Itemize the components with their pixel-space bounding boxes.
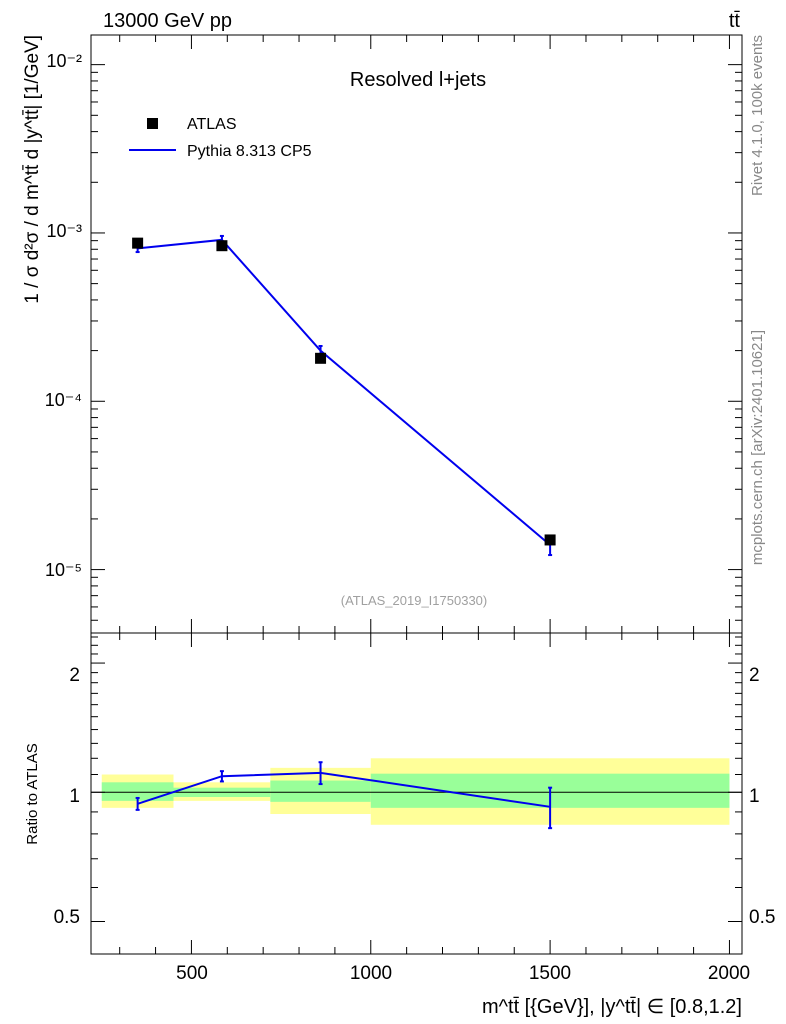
analysis-tag: (ATLAS_2019_I1750330) bbox=[341, 593, 487, 608]
y-tick-label: 10⁻² bbox=[46, 51, 82, 71]
x-tick-label: 1500 bbox=[529, 963, 571, 984]
atlas-data-point bbox=[544, 534, 556, 546]
main-series bbox=[132, 234, 556, 557]
band-inner bbox=[270, 780, 371, 802]
x-tick-label: 500 bbox=[176, 963, 208, 984]
x-tick-label: 2000 bbox=[708, 963, 750, 984]
legend: ATLAS Pythia 8.313 CP5 bbox=[129, 116, 312, 160]
ratio-line bbox=[137, 771, 551, 808]
process-label: tt̄ bbox=[729, 10, 741, 32]
y-tick-label: 10⁻⁵ bbox=[45, 560, 82, 580]
ratio-plot-frame bbox=[90, 632, 743, 955]
ratio-uncertainty-bands bbox=[91, 758, 742, 825]
axis-ticks bbox=[91, 35, 742, 954]
atlas-data-point bbox=[132, 237, 144, 249]
pythia-line bbox=[137, 238, 551, 546]
rivet-version-label: Rivet 4.1.0, 100k events bbox=[749, 35, 766, 196]
ratio-y-tick-label: 1 bbox=[69, 786, 80, 807]
legend-atlas-label: ATLAS bbox=[187, 116, 237, 133]
x-tick-labels: 500 1000 1500 2000 bbox=[176, 963, 750, 984]
energy-label: 13000 GeV pp bbox=[103, 10, 232, 32]
y-tick-label: 10⁻⁴ bbox=[45, 390, 82, 410]
ratio-y-tick-labels: 0.5 1 2 0.5 1 2 bbox=[54, 665, 776, 928]
main-y-axis-label: 1 / σ d²σ / d m^tt̄ d |y^tt̄| [1/GeV] bbox=[22, 35, 43, 304]
legend-atlas-marker bbox=[147, 118, 158, 129]
plot-title: Resolved l+jets bbox=[350, 69, 486, 91]
ratio-y-tick-label-right: 1 bbox=[749, 786, 760, 807]
ratio-y-axis-label: Ratio to ATLAS bbox=[24, 743, 41, 844]
ratio-series bbox=[135, 761, 553, 830]
legend-pythia-label: Pythia 8.313 CP5 bbox=[187, 143, 312, 160]
x-axis-label: m^tt̄ [{GeV}], |y^tt̄| ∈ [0.8,1.2] bbox=[482, 996, 742, 1018]
atlas-data-point bbox=[216, 240, 228, 252]
main-y-tick-labels: 10⁻⁵ 10⁻⁴ 10⁻³ 10⁻² bbox=[45, 51, 82, 580]
ratio-y-tick-label: 0.5 bbox=[54, 907, 80, 928]
y-tick-label: 10⁻³ bbox=[46, 221, 82, 241]
ratio-y-tick-label-right: 2 bbox=[749, 665, 760, 686]
atlas-data-point bbox=[315, 352, 327, 364]
ratio-y-tick-label: 2 bbox=[69, 665, 80, 686]
ratio-y-tick-label-right: 0.5 bbox=[749, 907, 775, 928]
source-label: mcplots.cern.ch [arXiv:2401.10621] bbox=[749, 330, 766, 565]
x-tick-label: 1000 bbox=[350, 963, 392, 984]
band-inner bbox=[101, 782, 174, 801]
